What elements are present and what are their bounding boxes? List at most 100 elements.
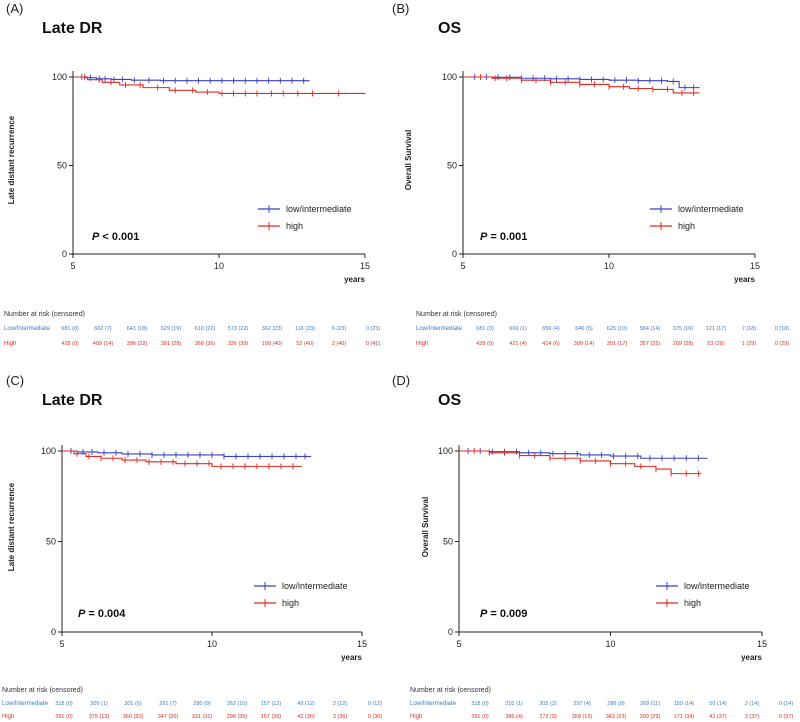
x-axis-label: years bbox=[734, 275, 755, 284]
p-value: P = 0.001 bbox=[480, 231, 527, 243]
risk-table-cell: 49 (12) bbox=[297, 701, 315, 707]
risk-table-cell: 357 (25) bbox=[640, 341, 661, 347]
risk-table-cell: 373 (9) bbox=[539, 714, 557, 720]
risk-table-cell: 318 (0) bbox=[55, 701, 73, 707]
legend-label: low/intermediate bbox=[678, 204, 744, 214]
risk-table-cell: 171 (34) bbox=[674, 714, 695, 720]
p-value: P < 0.001 bbox=[92, 231, 139, 243]
risk-table-cell: 0 (36) bbox=[368, 714, 383, 720]
risk-table-cell: 3 (37) bbox=[745, 714, 760, 720]
risk-table-cell: 343 (23) bbox=[606, 714, 627, 720]
risk-table-cell: 318 (0) bbox=[471, 701, 489, 707]
x-tick-label: 5 bbox=[460, 261, 465, 271]
risk-table-group-label: Low/Intermediate bbox=[410, 701, 457, 707]
risk-table-cell: 209 (28) bbox=[673, 341, 694, 347]
risk-table-cell: 159 (14) bbox=[674, 701, 695, 707]
legend-label: low/intermediate bbox=[282, 581, 348, 591]
risk-table-cell: 301 (6) bbox=[124, 701, 142, 707]
x-tick-label: 10 bbox=[207, 639, 217, 649]
risk-table-cell: 297 (4) bbox=[573, 701, 591, 707]
risk-table-cell: 280 (9) bbox=[193, 701, 211, 707]
risk-table-cell: 0 (18) bbox=[775, 326, 790, 332]
p-value-text: < 0.001 bbox=[99, 231, 139, 243]
risk-table-cell: 362 (23) bbox=[262, 326, 283, 332]
risk-table-group-label: High bbox=[4, 341, 16, 347]
panel-letter: (D) bbox=[392, 373, 410, 388]
risk-table-cell: 391 (0) bbox=[471, 714, 489, 720]
risk-table-cell: 0 (12) bbox=[368, 701, 383, 707]
y-axis-label: Late distant recurrence bbox=[7, 482, 16, 571]
risk-table-header: Number at risk (censored) bbox=[410, 687, 491, 694]
risk-table-cell: 625 (10) bbox=[607, 326, 628, 332]
risk-table-cell: 656 (4) bbox=[542, 326, 560, 332]
y-tick-label: 50 bbox=[46, 537, 56, 547]
risk-table-cell: 0 (29) bbox=[775, 341, 790, 347]
x-tick-label: 5 bbox=[456, 639, 461, 649]
risk-table-group-label: Low/Intermediate bbox=[2, 701, 49, 707]
y-tick-label: 50 bbox=[57, 161, 67, 171]
risk-table-cell: 6 (23) bbox=[332, 326, 347, 332]
p-value-symbol: P bbox=[480, 608, 488, 620]
risk-table-header: Number at risk (censored) bbox=[416, 311, 497, 318]
risk-table-group-label: High bbox=[410, 714, 422, 720]
risk-table-cell: 2 (40) bbox=[332, 341, 347, 347]
risk-table-cell: 3 (36) bbox=[333, 714, 348, 720]
risk-table-cell: 629 (19) bbox=[161, 326, 182, 332]
legend-label: low/intermediate bbox=[286, 204, 352, 214]
risk-table-cell: 291 (7) bbox=[159, 701, 177, 707]
y-axis-label: Overall Survival bbox=[404, 130, 413, 190]
legend-label: high bbox=[282, 598, 299, 608]
risk-table-cell: 42 (36) bbox=[297, 714, 315, 720]
risk-table-cell: 399 (14) bbox=[574, 341, 595, 347]
risk-table-group-label: High bbox=[416, 341, 428, 347]
risk-table-cell: 7 (18) bbox=[742, 326, 757, 332]
risk-table-cell: 305 (3) bbox=[539, 701, 557, 707]
panel-title: OS bbox=[438, 392, 461, 409]
x-tick-label: 10 bbox=[605, 639, 615, 649]
risk-table-cell: 409 (14) bbox=[93, 341, 114, 347]
risk-table-cell: 157 (12) bbox=[261, 701, 282, 707]
risk-table-cell: 268 (11) bbox=[640, 701, 660, 707]
risk-table-cell: 375 (16) bbox=[673, 326, 694, 332]
risk-table-cell: 42 (37) bbox=[709, 714, 727, 720]
risk-table-cell: 52 (40) bbox=[296, 341, 314, 347]
risk-table-group-label: Low/Intermediate bbox=[416, 326, 463, 332]
risk-table-cell: 428 (0) bbox=[61, 341, 79, 347]
survival-curve-low-intermediate bbox=[459, 450, 708, 459]
risk-table-cell: 662 (7) bbox=[94, 326, 112, 332]
risk-table-cell: 298 (35) bbox=[227, 714, 248, 720]
risk-table-cell: 681 (0) bbox=[476, 326, 494, 332]
risk-table-cell: 646 (5) bbox=[575, 326, 593, 332]
y-axis-label: Late distant recurrence bbox=[7, 115, 16, 204]
legend-label: low/intermediate bbox=[684, 581, 750, 591]
risk-table-cell: 358 (19) bbox=[572, 714, 593, 720]
p-value-text: = 0.001 bbox=[487, 231, 527, 243]
x-tick-label: 15 bbox=[750, 261, 760, 271]
p-value-symbol: P bbox=[480, 231, 488, 243]
risk-table-cell: 386 (4) bbox=[505, 714, 523, 720]
risk-table-header: Number at risk (censored) bbox=[4, 311, 85, 318]
y-tick-label: 0 bbox=[448, 627, 453, 637]
legend-label: high bbox=[286, 221, 303, 231]
panel-letter: (A) bbox=[6, 1, 23, 16]
panel-title: Late DR bbox=[42, 392, 103, 409]
x-axis-label: years bbox=[741, 653, 762, 662]
p-value-text: = 0.004 bbox=[85, 608, 126, 620]
risk-table-cell: 0 (14) bbox=[779, 701, 794, 707]
risk-table-cell: 1 (29) bbox=[742, 341, 757, 347]
risk-table-cell: 50 (14) bbox=[709, 701, 727, 707]
survival-curve-low-intermediate bbox=[463, 76, 700, 89]
risk-table-cell: 347 (26) bbox=[158, 714, 179, 720]
risk-table-cell: 391 (17) bbox=[607, 341, 628, 347]
legend-label: high bbox=[684, 598, 701, 608]
y-tick-label: 0 bbox=[51, 627, 56, 637]
survival-curve-low-intermediate bbox=[73, 76, 310, 82]
risk-table-cell: 681 (0) bbox=[61, 326, 79, 332]
risk-table-cell: 309 (1) bbox=[90, 701, 108, 707]
risk-table-group-label: High bbox=[2, 714, 14, 720]
x-axis-label: years bbox=[341, 653, 362, 662]
risk-table-cell: 573 (22) bbox=[228, 326, 249, 332]
x-tick-label: 10 bbox=[214, 261, 224, 271]
risk-table-cell: 0 (37) bbox=[779, 714, 794, 720]
chart-panel: (D) OS Overall Survival 0 50 100 5 10 15 years low… bbox=[392, 373, 793, 720]
